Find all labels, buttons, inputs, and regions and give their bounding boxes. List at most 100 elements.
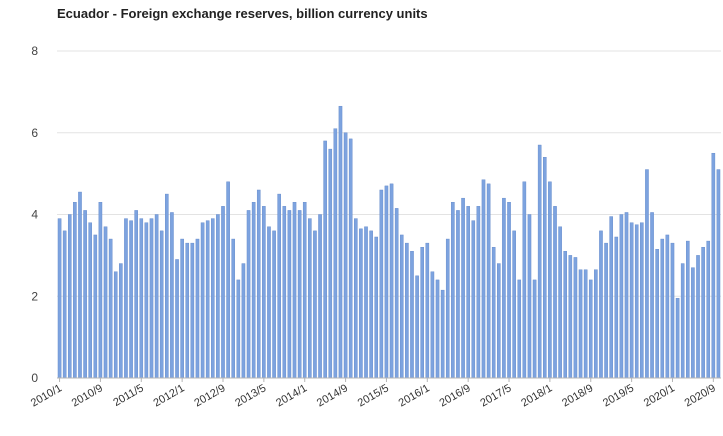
bar <box>297 210 302 379</box>
bar <box>313 230 317 379</box>
bar <box>507 202 511 379</box>
bar <box>119 263 123 379</box>
bar <box>634 224 639 379</box>
bar <box>399 234 404 379</box>
bar <box>134 210 138 379</box>
bar <box>282 206 287 379</box>
y-tick-label: 6 <box>31 126 38 140</box>
y-tick-label: 4 <box>31 208 38 222</box>
bar <box>292 202 297 379</box>
bar <box>445 238 450 379</box>
bar <box>604 242 608 379</box>
bar <box>190 242 195 379</box>
bar <box>267 226 271 379</box>
x-tick-label: 2012/9 <box>192 382 227 409</box>
chart-title: Ecuador - Foreign exchange reserves, bil… <box>57 6 428 21</box>
bar <box>103 226 108 379</box>
bar <box>522 181 527 379</box>
bar <box>491 246 496 379</box>
x-tick-label: 2011/5 <box>111 382 145 409</box>
bar <box>154 214 159 379</box>
bars-layer <box>57 105 721 379</box>
x-tick-label: 2017/5 <box>478 382 513 409</box>
bar <box>354 218 358 379</box>
x-tick-label: 2019/5 <box>601 382 636 409</box>
bar <box>113 271 118 379</box>
x-tick-label: 2014/1 <box>274 382 309 409</box>
bar <box>318 214 322 379</box>
bar <box>548 181 552 379</box>
bar <box>369 230 373 379</box>
bar <box>497 263 501 379</box>
bar <box>502 197 506 379</box>
bar <box>609 216 613 379</box>
bar <box>583 269 588 379</box>
bar <box>205 220 210 379</box>
bar <box>78 191 82 379</box>
x-tick-label: 2018/9 <box>560 382 595 409</box>
bar <box>216 214 220 379</box>
bar <box>440 289 445 379</box>
x-tick-label: 2020/9 <box>683 382 718 409</box>
bar <box>256 189 261 379</box>
bar <box>624 212 629 379</box>
bar <box>73 202 77 379</box>
bar <box>696 255 700 379</box>
bar <box>701 246 705 379</box>
bar <box>563 251 568 379</box>
x-tick-label: 2012/1 <box>151 382 186 409</box>
bar <box>165 193 169 379</box>
bar <box>640 222 644 379</box>
x-tick-label: 2018/1 <box>519 382 554 409</box>
bar <box>675 298 680 379</box>
bar <box>706 240 711 379</box>
bar <box>384 185 389 379</box>
bar <box>394 208 399 379</box>
y-tick-label: 0 <box>31 371 38 385</box>
bar <box>594 269 598 379</box>
bar <box>670 242 675 379</box>
bar <box>200 222 205 379</box>
bar <box>210 218 215 379</box>
x-tick-label: 2020/1 <box>642 382 677 409</box>
x-tick-label: 2014/9 <box>315 382 350 409</box>
bar <box>405 242 409 379</box>
bar <box>221 206 225 379</box>
bar <box>655 249 659 379</box>
bar <box>364 226 368 379</box>
bar <box>338 105 343 379</box>
bar <box>517 279 522 379</box>
bar <box>129 220 133 379</box>
bar <box>83 210 87 379</box>
bar <box>98 202 103 379</box>
bar <box>88 222 92 379</box>
x-tick-label: 2010/1 <box>29 382 64 409</box>
bar <box>226 181 230 379</box>
y-tick-label: 2 <box>31 289 38 303</box>
bar <box>287 210 292 379</box>
bar <box>389 183 394 379</box>
bar <box>686 240 690 379</box>
bar <box>599 230 603 379</box>
bar <box>629 222 634 379</box>
bar <box>614 236 619 379</box>
bar <box>588 279 593 379</box>
bar <box>553 206 557 379</box>
x-tick-label: 2016/9 <box>438 382 473 409</box>
bar <box>665 234 670 379</box>
bar <box>619 214 624 379</box>
bar <box>302 202 307 379</box>
bar <box>716 169 721 379</box>
bar <box>481 179 486 379</box>
bar <box>512 230 516 379</box>
bar <box>711 152 716 379</box>
bar <box>410 251 414 379</box>
bar <box>680 263 685 379</box>
y-tick-label: 8 <box>31 44 38 58</box>
bar <box>568 255 573 379</box>
bar <box>277 193 281 379</box>
bar <box>650 212 654 379</box>
bar <box>241 263 246 379</box>
bar <box>185 242 190 379</box>
